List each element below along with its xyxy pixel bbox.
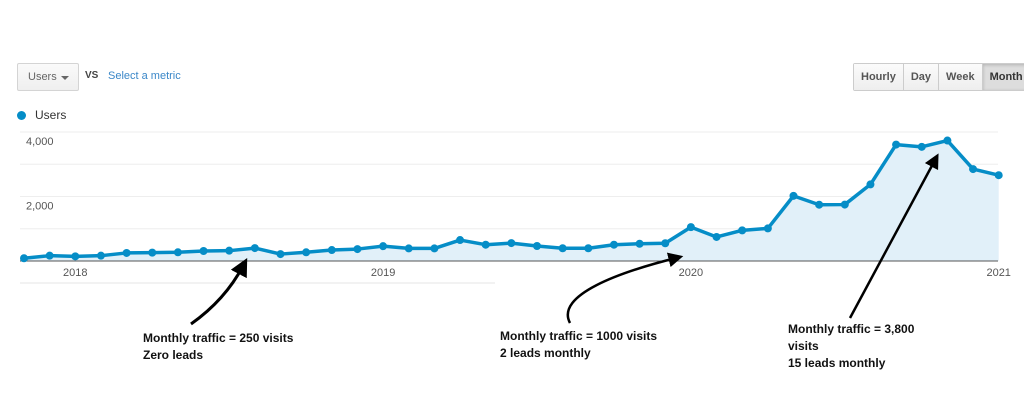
x-tick-label: 2020 bbox=[679, 267, 703, 279]
annotation-2-line-1: Monthly traffic = 1000 visits bbox=[500, 329, 658, 343]
data-point bbox=[456, 236, 465, 245]
data-point bbox=[661, 239, 670, 248]
annotation-2: Monthly traffic = 1000 visits 2 leads mo… bbox=[500, 328, 657, 362]
x-tick-label: 2021 bbox=[986, 267, 1010, 279]
month-button[interactable]: Month bbox=[982, 64, 1024, 90]
data-point bbox=[276, 250, 285, 259]
data-point bbox=[225, 246, 234, 255]
y-tick-label: 4,000 bbox=[26, 136, 54, 148]
data-point bbox=[533, 242, 541, 251]
granularity-button-group: Hourly Day Week Month bbox=[853, 63, 1024, 91]
week-button[interactable]: Week bbox=[939, 64, 983, 90]
data-point bbox=[840, 200, 849, 209]
data-point bbox=[404, 244, 413, 253]
data-point bbox=[430, 244, 439, 253]
data-point bbox=[994, 171, 1003, 180]
data-point bbox=[815, 200, 824, 209]
data-point bbox=[969, 165, 978, 174]
data-point bbox=[327, 246, 336, 255]
chart-legend: Users bbox=[17, 108, 66, 122]
data-point bbox=[302, 248, 311, 257]
metric-dropdown[interactable]: Users bbox=[17, 63, 79, 91]
data-point bbox=[250, 244, 259, 253]
annotation-3-line-3: 15 leads monthly bbox=[788, 356, 886, 370]
data-point bbox=[609, 240, 618, 249]
data-point bbox=[789, 191, 798, 200]
data-point bbox=[353, 245, 362, 254]
annotation-1: Monthly traffic = 250 visits Zero leads bbox=[143, 330, 293, 364]
annotation-arrow-1 bbox=[190, 258, 248, 326]
data-point bbox=[584, 244, 593, 253]
data-point bbox=[558, 244, 567, 253]
annotation-3: Monthly traffic = 3,800 visits 15 leads … bbox=[788, 321, 914, 372]
data-point bbox=[71, 252, 80, 261]
day-button[interactable]: Day bbox=[903, 64, 940, 90]
chevron-down-icon bbox=[61, 76, 69, 80]
hourly-button[interactable]: Hourly bbox=[854, 64, 904, 90]
annotation-arrow-3 bbox=[848, 153, 939, 319]
data-point bbox=[96, 251, 105, 260]
data-point bbox=[507, 239, 516, 248]
x-tick-label: 2019 bbox=[371, 267, 395, 279]
data-point bbox=[943, 136, 952, 145]
legend-dot-icon bbox=[17, 110, 26, 120]
data-point bbox=[379, 242, 388, 251]
vs-label: VS bbox=[85, 70, 99, 81]
legend-label: Users bbox=[35, 108, 67, 122]
data-point bbox=[866, 180, 875, 189]
data-point bbox=[686, 223, 695, 232]
data-point bbox=[481, 240, 490, 249]
data-point bbox=[712, 232, 721, 241]
data-point bbox=[20, 254, 28, 263]
y-tick-label: 2,000 bbox=[26, 201, 54, 213]
select-metric-link[interactable]: Select a metric bbox=[108, 70, 181, 82]
data-point bbox=[199, 247, 208, 256]
data-point bbox=[173, 248, 182, 257]
annotation-1-line-1: Monthly traffic = 250 visits bbox=[143, 331, 294, 345]
data-point bbox=[635, 239, 644, 248]
annotation-2-line-2: 2 leads monthly bbox=[500, 346, 591, 360]
data-point bbox=[917, 142, 926, 151]
data-point bbox=[45, 251, 54, 260]
x-tick-label: 2018 bbox=[63, 267, 87, 279]
data-point bbox=[122, 248, 131, 257]
data-point bbox=[763, 224, 772, 233]
annotation-3-line-1: Monthly traffic = 3,800 bbox=[788, 322, 915, 336]
data-point bbox=[892, 140, 901, 149]
data-point bbox=[738, 226, 747, 235]
annotation-3-line-2: visits bbox=[788, 339, 819, 353]
annotation-arrow-2 bbox=[566, 252, 684, 324]
annotation-1-line-2: Zero leads bbox=[143, 348, 204, 362]
metric-dropdown-label: Users bbox=[28, 71, 57, 83]
data-point bbox=[148, 248, 157, 257]
